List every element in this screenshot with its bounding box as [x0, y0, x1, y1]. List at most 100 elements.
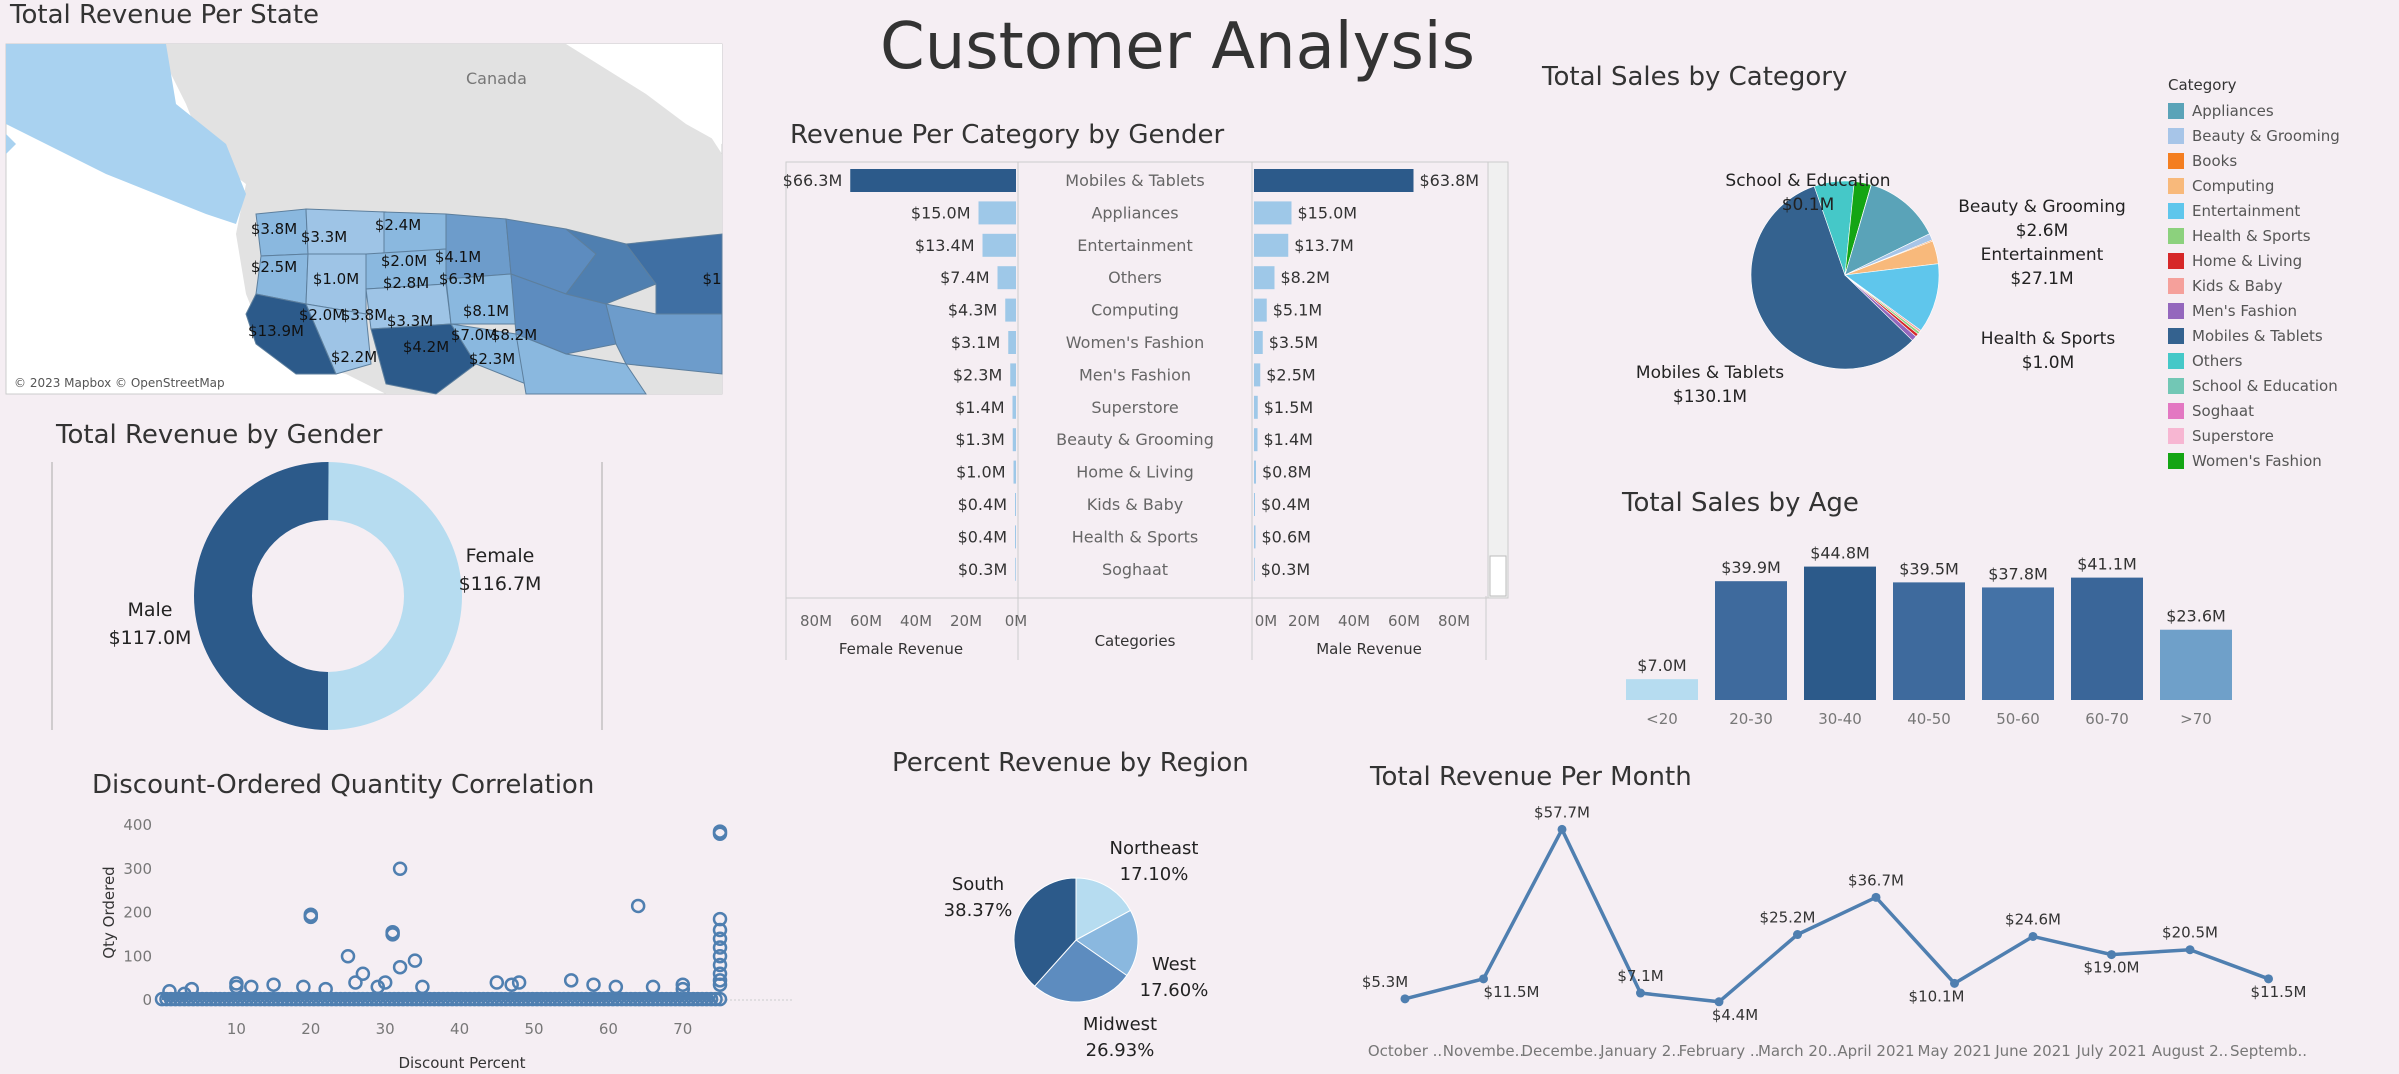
gender-slice-female[interactable]	[328, 462, 463, 730]
scatter-point[interactable]	[712, 922, 728, 938]
female-bar[interactable]	[1013, 460, 1017, 484]
scatter-point[interactable]	[348, 975, 363, 990]
monthly-point[interactable]	[1871, 892, 1881, 902]
legend-item[interactable]: Women's Fashion	[2168, 448, 2340, 473]
male-bar[interactable]	[1254, 266, 1275, 290]
scatter-point[interactable]	[296, 979, 311, 995]
monthly-point[interactable]	[1950, 978, 1959, 988]
scatter-point[interactable]	[385, 924, 400, 940]
legend-item[interactable]: Men's Fashion	[2168, 298, 2340, 323]
monthly-point[interactable]	[1479, 974, 1488, 984]
monthly-revenue-line-chart[interactable]: $5.3M October .. $11.5M Novembe.. $57.7M Dece…	[1360, 800, 2310, 1070]
scatter-point[interactable]	[712, 931, 728, 946]
region-slice-west[interactable]	[1075, 909, 1139, 977]
revenue-map[interactable]: Canada $3.8M $3.3M$2.4M$2.5M$1.0M$2.0M $4.…	[5, 43, 723, 395]
age-bar[interactable]	[2071, 577, 2143, 700]
monthly-point[interactable]	[1400, 994, 1410, 1004]
scatter-point[interactable]	[318, 981, 333, 997]
monthly-point[interactable]	[2264, 974, 2273, 984]
legend-item[interactable]: Computing	[2168, 173, 2340, 198]
us-states[interactable]	[245, 208, 723, 395]
category-slice[interactable]	[1844, 263, 1940, 331]
monthly-point[interactable]	[2107, 950, 2116, 960]
male-bar[interactable]	[1254, 428, 1258, 452]
gender-slice-male[interactable]	[194, 462, 329, 730]
legend-item[interactable]: Appliances	[2168, 98, 2340, 123]
scatter-point[interactable]	[712, 940, 728, 955]
sales-category-pie[interactable]: Mobiles & Tablets $130.1M Health & Sports $…	[1620, 150, 2180, 430]
scatter-point[interactable]	[712, 826, 728, 841]
female-bar[interactable]	[1015, 525, 1016, 549]
category-slice[interactable]	[1844, 274, 1917, 341]
age-bar[interactable]	[1893, 582, 1965, 700]
female-bar[interactable]	[978, 201, 1017, 225]
age-bar[interactable]	[1804, 566, 1876, 700]
male-bar[interactable]	[1254, 233, 1289, 257]
discount-quantity-scatter[interactable]: 0 100 200 300 400 10 20 30 40 50 60 70 Discount Perc…	[90, 810, 792, 1074]
scatter-point[interactable]	[340, 949, 356, 964]
sales-age-bar-chart[interactable]: $7.0M <20 $39.9M 20-30 $44.8M 30-40 $39.5M 40-5…	[1614, 534, 2254, 734]
scatter-point[interactable]	[355, 966, 371, 981]
female-bar[interactable]	[1015, 557, 1016, 581]
scatter-point[interactable]	[630, 898, 646, 914]
scatter-point[interactable]	[392, 861, 408, 876]
scatter-point[interactable]	[504, 977, 519, 992]
region-slice-northeast[interactable]	[1075, 877, 1132, 941]
scatter-point[interactable]	[712, 973, 728, 988]
scatter-point[interactable]	[608, 979, 624, 995]
monthly-point[interactable]	[1714, 997, 1724, 1007]
scatter-point[interactable]	[586, 977, 601, 992]
scatter-point[interactable]	[184, 981, 200, 997]
female-bar[interactable]	[850, 169, 1016, 192]
scatter-point[interactable]	[303, 909, 319, 925]
male-bar[interactable]	[1254, 557, 1255, 581]
female-bar[interactable]	[1005, 298, 1016, 322]
category-scrollbar[interactable]	[1487, 161, 1509, 599]
legend-item[interactable]: Soghaat	[2168, 398, 2340, 423]
scatter-point[interactable]	[712, 949, 728, 964]
female-bar[interactable]	[1008, 331, 1016, 354]
region-slice-midwest[interactable]	[1033, 939, 1128, 1003]
monthly-point[interactable]	[1793, 930, 1802, 940]
scatter-point[interactable]	[162, 984, 177, 999]
scatter-point[interactable]	[415, 979, 430, 995]
male-bar[interactable]	[1254, 363, 1261, 387]
monthly-point[interactable]	[2028, 931, 2038, 941]
legend-item[interactable]: School & Education	[2168, 373, 2340, 398]
category-gender-chart[interactable]: $66.3M $63.8M Mobiles & Tablets $15.0M $15.0…	[783, 160, 1512, 660]
scatter-point[interactable]	[392, 959, 408, 975]
scatter-point[interactable]	[266, 977, 281, 992]
scatter-point[interactable]	[511, 975, 527, 990]
female-bar[interactable]	[1012, 428, 1016, 452]
monthly-point[interactable]	[2185, 945, 2195, 955]
male-bar[interactable]	[1254, 331, 1263, 354]
scatter-point[interactable]	[370, 979, 386, 995]
monthly-point[interactable]	[1636, 988, 1645, 998]
age-bar[interactable]	[2160, 629, 2232, 700]
scatter-point[interactable]	[407, 953, 423, 968]
monthly-point[interactable]	[1557, 824, 1567, 834]
male-bar[interactable]	[1254, 460, 1256, 484]
scatter-point[interactable]	[645, 979, 661, 995]
female-bar[interactable]	[997, 266, 1017, 290]
category-scroll-thumb[interactable]	[1489, 555, 1507, 597]
legend-item[interactable]: Books	[2168, 148, 2340, 173]
age-bar[interactable]	[1715, 581, 1787, 700]
scatter-point[interactable]	[675, 977, 691, 992]
region-pie-chart[interactable]: South 38.37% Northeast 17.10% West 17.60% Midw…	[930, 830, 1260, 1074]
scatter-point[interactable]	[377, 975, 393, 990]
category-slice[interactable]	[1750, 185, 1913, 370]
legend-item[interactable]: Health & Sports	[2168, 223, 2340, 248]
male-bar[interactable]	[1254, 201, 1292, 225]
female-bar[interactable]	[1015, 493, 1016, 516]
legend-item[interactable]: Kids & Baby	[2168, 273, 2340, 298]
scatter-point[interactable]	[229, 979, 244, 995]
male-bar[interactable]	[1254, 493, 1255, 516]
male-bar[interactable]	[1254, 525, 1256, 549]
legend-item[interactable]: Others	[2168, 348, 2340, 373]
legend-item[interactable]: Entertainment	[2168, 198, 2340, 223]
legend-item[interactable]: Superstore	[2168, 423, 2340, 448]
legend-item[interactable]: Mobiles & Tablets	[2168, 323, 2340, 348]
legend-item[interactable]: Home & Living	[2168, 248, 2340, 273]
legend-item[interactable]: Beauty & Grooming	[2168, 123, 2340, 148]
